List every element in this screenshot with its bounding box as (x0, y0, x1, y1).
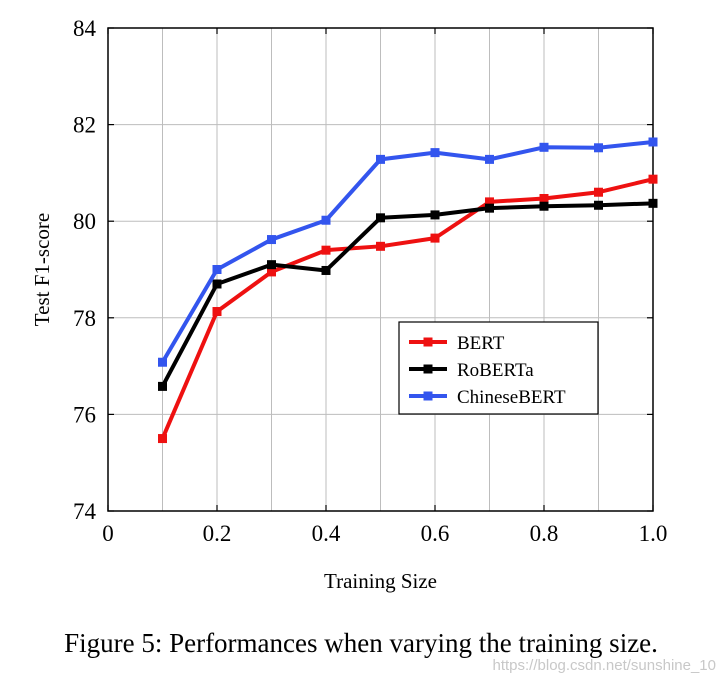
legend-marker-chinesebert (423, 391, 433, 401)
grid (108, 28, 653, 511)
legend-label-roberta: RoBERTa (457, 360, 534, 381)
data-point-bert (376, 241, 385, 251)
x-tick-label: 0.4 (312, 521, 341, 546)
data-point-bert (648, 174, 658, 184)
legend-marker-bert (423, 337, 433, 347)
x-tick-label: 0 (102, 521, 114, 546)
watermark: https://blog.csdn.net/sunshine_10 (492, 657, 717, 674)
data-point-bert (485, 197, 494, 207)
y-tick-label: 76 (73, 402, 96, 427)
data-point-bert (321, 245, 331, 255)
series-line-chinesebert (160, 139, 654, 364)
legend-marker-roberta (423, 364, 433, 374)
series-bert (158, 174, 658, 444)
legend-label-chinesebert: ChineseBERT (457, 387, 566, 408)
series-line-bert (160, 177, 654, 440)
x-axis-label: Training Size (324, 569, 437, 593)
data-point-roberta (267, 260, 276, 270)
y-tick-label: 78 (73, 306, 96, 331)
data-point-chinesebert (376, 154, 385, 164)
y-tick-label: 82 (73, 113, 96, 138)
data-point-bert (158, 434, 167, 444)
data-point-roberta (158, 381, 167, 391)
data-point-bert (539, 193, 549, 203)
data-point-chinesebert (430, 148, 440, 158)
series-chinesebert (158, 137, 658, 367)
x-tick-label: 0.6 (421, 521, 450, 546)
data-point-roberta (430, 210, 440, 220)
data-point-roberta (321, 265, 331, 275)
data-point-chinesebert (212, 265, 222, 274)
data-point-roberta (594, 200, 603, 210)
data-point-chinesebert (485, 154, 494, 164)
data-point-chinesebert (158, 357, 167, 367)
data-point-roberta (376, 213, 385, 223)
legend: BERT RoBERTa ChineseBERT (398, 321, 599, 415)
figure-caption: Figure 5: Performances when varying the … (64, 628, 658, 658)
data-point-roberta (648, 198, 658, 208)
line-chart: 0 0.2 0.4 0.6 0.8 1.0 74 76 78 80 82 84 Training Si… (30, 16, 667, 593)
data-point-roberta (485, 203, 494, 213)
y-tick-label: 74 (73, 499, 97, 524)
data-point-bert (212, 307, 222, 317)
axis-ticks: 0 0.2 0.4 0.6 0.8 1.0 74 76 78 80 82 84 (73, 16, 667, 546)
x-tick-label: 1.0 (639, 521, 668, 546)
data-point-roberta (212, 279, 222, 289)
series-roberta (158, 198, 658, 391)
data-point-chinesebert (648, 137, 658, 147)
data-point-bert (267, 267, 276, 277)
x-tick-label: 0.8 (530, 521, 559, 546)
x-tick-label: 0.2 (203, 521, 232, 546)
data-point-chinesebert (321, 215, 331, 225)
series-layer (158, 137, 658, 444)
data-point-bert (594, 187, 603, 197)
legend-label-bert: BERT (457, 333, 505, 354)
series-line-roberta (160, 201, 654, 388)
y-axis-label: Test F1-score (30, 213, 54, 326)
data-point-chinesebert (539, 142, 549, 152)
data-point-bert (430, 233, 440, 243)
y-tick-label: 84 (73, 16, 97, 41)
y-tick-label: 80 (73, 209, 96, 234)
plot-frame (107, 27, 654, 512)
data-point-chinesebert (267, 235, 276, 245)
data-point-chinesebert (594, 143, 603, 153)
data-point-roberta (539, 201, 549, 211)
